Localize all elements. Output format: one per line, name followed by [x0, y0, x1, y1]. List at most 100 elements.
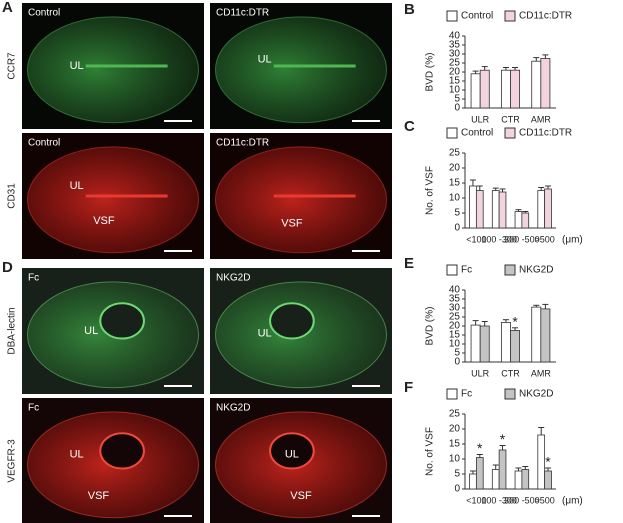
error-bar — [522, 211, 529, 213]
error-bar — [481, 66, 488, 71]
legend-swatch — [504, 10, 516, 22]
y-tick-label: 0 — [454, 223, 460, 234]
legend-label: CD11c:DTR — [519, 11, 572, 22]
bar — [510, 330, 521, 363]
region-label: VSF — [88, 490, 110, 502]
bar — [479, 69, 490, 109]
error-bar — [512, 327, 519, 331]
lumen — [99, 432, 145, 470]
stain-label: CD31 — [7, 183, 18, 209]
error-bar — [545, 467, 552, 471]
x-tick-label: 300 -500 — [504, 234, 540, 244]
significance-mark: * — [477, 440, 483, 456]
significance-mark: * — [500, 431, 506, 447]
x-tick-label: >500 — [534, 234, 554, 244]
legend-swatch — [504, 264, 516, 276]
lumen — [269, 432, 315, 470]
legend-swatch — [504, 127, 516, 139]
bar — [531, 60, 542, 109]
y-tick-label: 25 — [449, 58, 461, 69]
y-tick-label: 20 — [449, 163, 461, 174]
error-bar — [512, 67, 519, 71]
y-tick-label: 25 — [449, 409, 461, 420]
region-label: UL — [70, 60, 84, 72]
image-caption: Fc — [28, 403, 39, 414]
y-tick-label: 10 — [449, 339, 461, 350]
legend-label: Fc — [461, 389, 472, 400]
error-bar — [492, 187, 499, 191]
bar — [475, 190, 484, 229]
region-label: UL — [285, 449, 299, 461]
error-bar — [472, 70, 479, 74]
lumen — [269, 302, 315, 340]
y-tick-label: 35 — [449, 294, 461, 305]
bar — [521, 469, 530, 490]
region-label: UL — [70, 180, 84, 192]
x-tick-label: <100 — [466, 495, 486, 505]
error-bar — [472, 320, 479, 326]
legend-label: CD11c:DTR — [519, 128, 572, 139]
stain-label: CCR7 — [7, 52, 18, 80]
lumen — [99, 302, 145, 340]
y-axis-label: BVD (%) — [425, 307, 436, 346]
y-tick-label: 25 — [449, 148, 461, 159]
y-axis-label: BVD (%) — [425, 53, 436, 92]
error-bar — [515, 467, 522, 471]
image-caption: Fc — [28, 273, 39, 284]
error-bar — [515, 209, 522, 212]
error-bar — [545, 185, 552, 189]
x-tick-label: >500 — [534, 495, 554, 505]
bar — [514, 211, 523, 229]
x-tick-label: 100 -300 — [481, 234, 517, 244]
tissue — [26, 146, 200, 254]
y-tick-label: 15 — [449, 178, 461, 189]
y-tick-label: 20 — [449, 67, 461, 78]
bar — [470, 73, 481, 109]
error-bar — [492, 464, 499, 470]
error-bar — [476, 454, 483, 458]
error-bar — [542, 54, 549, 59]
bar — [479, 325, 490, 363]
error-bar — [499, 445, 506, 450]
y-axis-label: No. of VSF — [425, 427, 436, 476]
image-caption: Control — [28, 8, 60, 19]
y-tick-label: 40 — [449, 31, 461, 42]
bar — [537, 190, 546, 229]
region-label: UL — [258, 327, 272, 339]
panel-letter: B — [404, 1, 415, 18]
y-tick-label: 10 — [449, 85, 461, 96]
panel-letter: C — [404, 118, 415, 135]
y-tick-label: 15 — [449, 76, 461, 87]
bar — [500, 321, 511, 363]
legend-label: Control — [461, 11, 493, 22]
error-bar — [522, 466, 529, 470]
y-tick-label: 35 — [449, 40, 461, 51]
y-tick-label: 10 — [449, 454, 461, 465]
y-axis-label: No. of VSF — [425, 166, 436, 215]
y-tick-label: 0 — [454, 484, 460, 495]
legend-label: NKG2D — [519, 265, 553, 276]
image-caption: NKG2D — [216, 273, 250, 284]
y-tick-label: 10 — [449, 193, 461, 204]
x-unit: (μm) — [562, 235, 583, 246]
legend-swatch — [504, 388, 516, 400]
tissue — [214, 16, 388, 124]
region-label: UL — [84, 325, 98, 337]
y-tick-label: 0 — [454, 103, 460, 114]
bar — [491, 469, 500, 490]
region-label: UL — [258, 54, 272, 66]
x-tick-label: CTR — [501, 114, 520, 124]
bar — [470, 324, 481, 363]
bar — [537, 434, 546, 490]
x-tick-label: 100 -300 — [481, 495, 517, 505]
error-bar — [469, 179, 476, 186]
error-bar — [469, 470, 476, 474]
image-caption: NKG2D — [216, 403, 250, 414]
y-tick-label: 20 — [449, 424, 461, 435]
error-bar — [533, 57, 540, 62]
panel-letter: D — [2, 259, 13, 276]
x-tick-label: AMR — [531, 114, 552, 124]
legend-swatch — [446, 127, 458, 139]
x-tick-label: 300 -500 — [504, 495, 540, 505]
bar — [544, 470, 552, 490]
